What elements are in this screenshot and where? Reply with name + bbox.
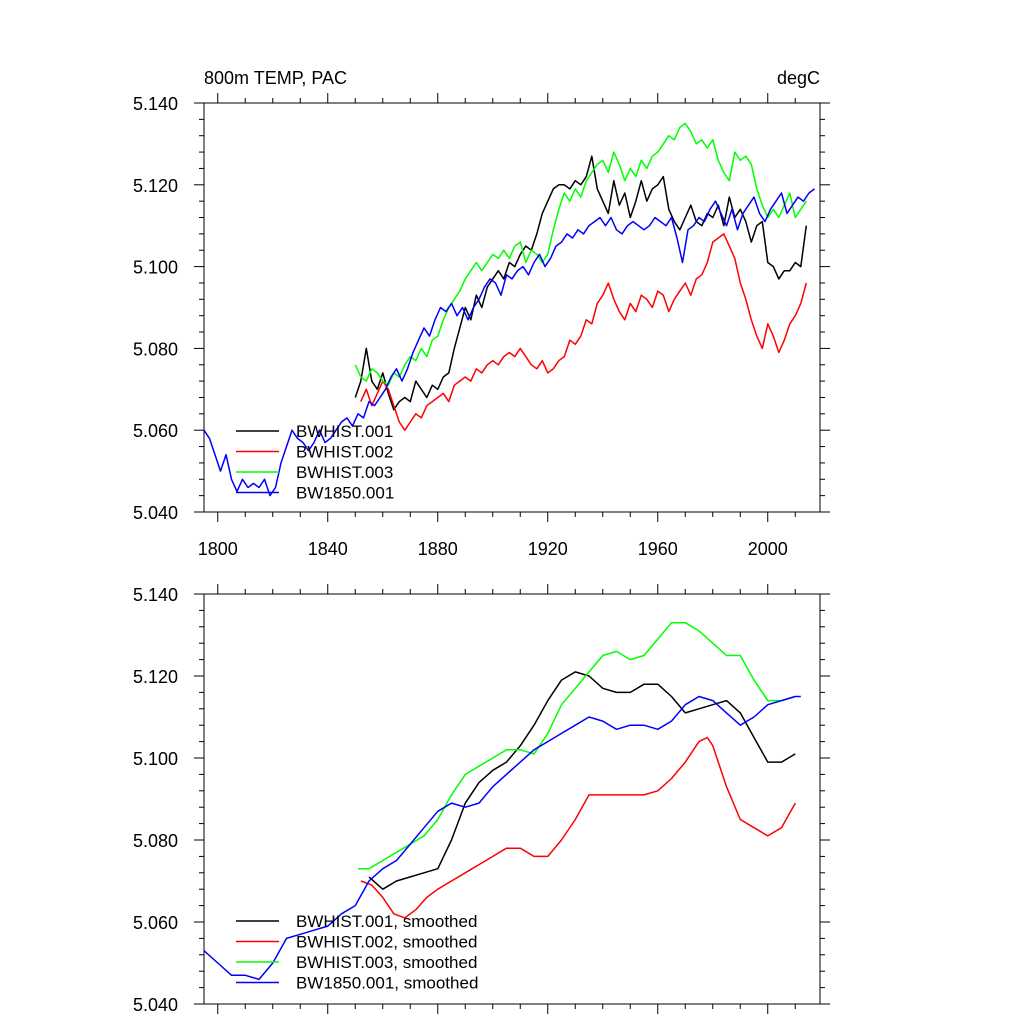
title-left: 800m TEMP, PAC xyxy=(204,68,347,88)
y-tick-label: 5.140 xyxy=(133,94,178,114)
title-right: degC xyxy=(777,68,820,88)
series-line xyxy=(354,122,807,386)
legend-label: BWHIST.002 xyxy=(296,443,393,462)
x-tick-label: 2000 xyxy=(748,539,788,559)
legend-label: BW1850.001 xyxy=(296,484,394,503)
y-tick-label: 5.120 xyxy=(133,667,178,687)
y-tick-label: 5.040 xyxy=(133,995,178,1015)
series-line xyxy=(203,188,815,497)
legend-label: BWHIST.003, smoothed xyxy=(296,953,477,972)
legend-label: BWHIST.002, smoothed xyxy=(296,933,477,952)
y-tick-label: 5.100 xyxy=(133,749,178,769)
top-panel: 800m TEMP, PAC degC 5.040 5.060 5.080 5.100… xyxy=(133,68,830,559)
y-tick-label: 5.140 xyxy=(133,585,178,605)
y-tick-label: 5.060 xyxy=(133,913,178,933)
series-line xyxy=(360,736,796,919)
y-tick-label: 5.100 xyxy=(133,258,178,278)
series-line xyxy=(360,233,808,431)
y-tick-label: 5.120 xyxy=(133,176,178,196)
y-tick-label: 5.080 xyxy=(133,831,178,851)
plot-frame xyxy=(203,593,821,1005)
bottom-panel: 5.040 5.060 5.080 5.100 5.120 5.140 BWHIST.001… xyxy=(133,584,830,1015)
x-tick-label: 1840 xyxy=(308,539,348,559)
x-tick-label: 1920 xyxy=(528,539,568,559)
y-tick-label: 5.040 xyxy=(133,503,178,523)
x-tick-label: 1880 xyxy=(418,539,458,559)
series-line xyxy=(203,695,801,981)
x-tick-label: 1800 xyxy=(198,539,238,559)
legend-label: BWHIST.001, smoothed xyxy=(296,912,477,931)
legend-label: BWHIST.001 xyxy=(296,422,393,441)
x-tick-label: 1960 xyxy=(638,539,678,559)
series-line xyxy=(358,621,796,870)
legend-label: BW1850.001, smoothed xyxy=(296,974,478,993)
y-tick-label: 5.060 xyxy=(133,421,178,441)
legend-label: BWHIST.003 xyxy=(296,463,393,482)
y-tick-label: 5.080 xyxy=(133,339,178,359)
plot-frame xyxy=(203,102,821,513)
series-line xyxy=(354,155,808,411)
series-line xyxy=(368,671,796,890)
